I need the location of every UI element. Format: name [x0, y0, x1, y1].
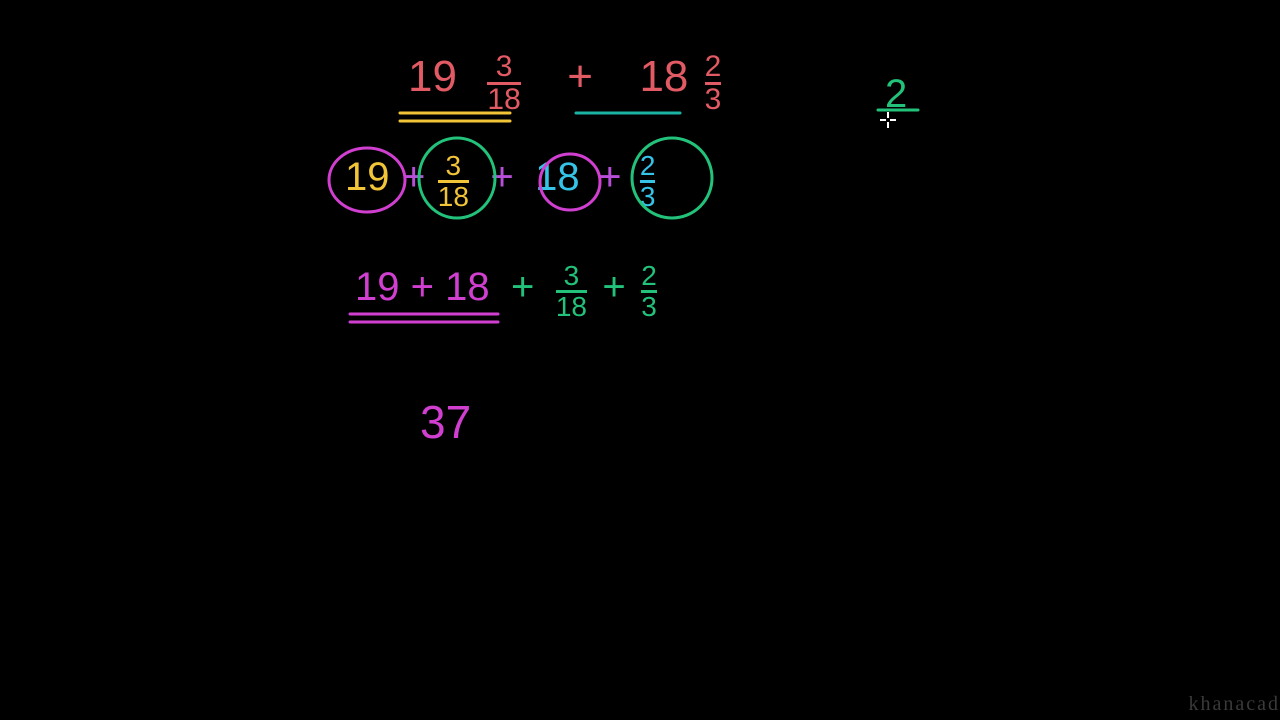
l1-frac1-den: 18 — [487, 85, 520, 115]
l1-frac1-num: 3 — [496, 52, 513, 82]
l3-frac2-den: 3 — [641, 293, 657, 321]
l2-18: 18 — [535, 155, 580, 199]
line1-expression: 19 3 18 + 18 2 3 — [408, 48, 721, 111]
l2-frac1-den: 18 — [438, 183, 469, 211]
l2-plus3: + — [591, 155, 629, 200]
pen-cursor-icon — [880, 112, 896, 128]
l2-frac1-num: 3 — [446, 152, 462, 180]
l2-frac2-num: 2 — [640, 152, 656, 180]
l2-frac1: 3 18 — [438, 152, 469, 211]
line4-result: 37 — [420, 395, 471, 449]
blackboard-canvas: 19 3 18 + 18 2 3 19 + 3 18 + 18 + 2 — [0, 0, 1280, 720]
watermark: khanacad — [1188, 693, 1280, 716]
l1-whole1: 19 — [408, 52, 457, 101]
l1-whole2: 18 — [639, 52, 688, 101]
l1-frac2: 2 3 — [705, 52, 722, 115]
l2-frac2: 2 3 — [640, 152, 656, 211]
side-2: 2 — [885, 72, 907, 117]
l2-plus2: + — [480, 155, 524, 200]
l3-plus2: + — [598, 265, 630, 310]
l1-frac2-den: 3 — [705, 85, 722, 115]
l3-frac2-num: 2 — [641, 262, 657, 290]
l2-19: 19 — [345, 155, 390, 199]
l3-wholes: 19 + 18 — [355, 265, 490, 309]
l3-frac1-num: 3 — [564, 262, 580, 290]
l1-plus: + — [567, 52, 593, 101]
l2-plus1: + — [401, 155, 427, 200]
l2-frac2-den: 3 — [640, 183, 656, 211]
l3-frac2: 2 3 — [641, 262, 657, 321]
l3-frac1: 3 18 — [556, 262, 587, 321]
l1-frac2-num: 2 — [705, 52, 722, 82]
l3-frac1-den: 18 — [556, 293, 587, 321]
line2-expression: 19 + 3 18 + 18 + 2 3 — [345, 150, 655, 209]
line3-expression: 19 + 18 + 3 18 + 2 3 — [355, 260, 657, 319]
l1-frac1: 3 18 — [487, 52, 520, 115]
l3-plus1: + — [501, 265, 545, 310]
